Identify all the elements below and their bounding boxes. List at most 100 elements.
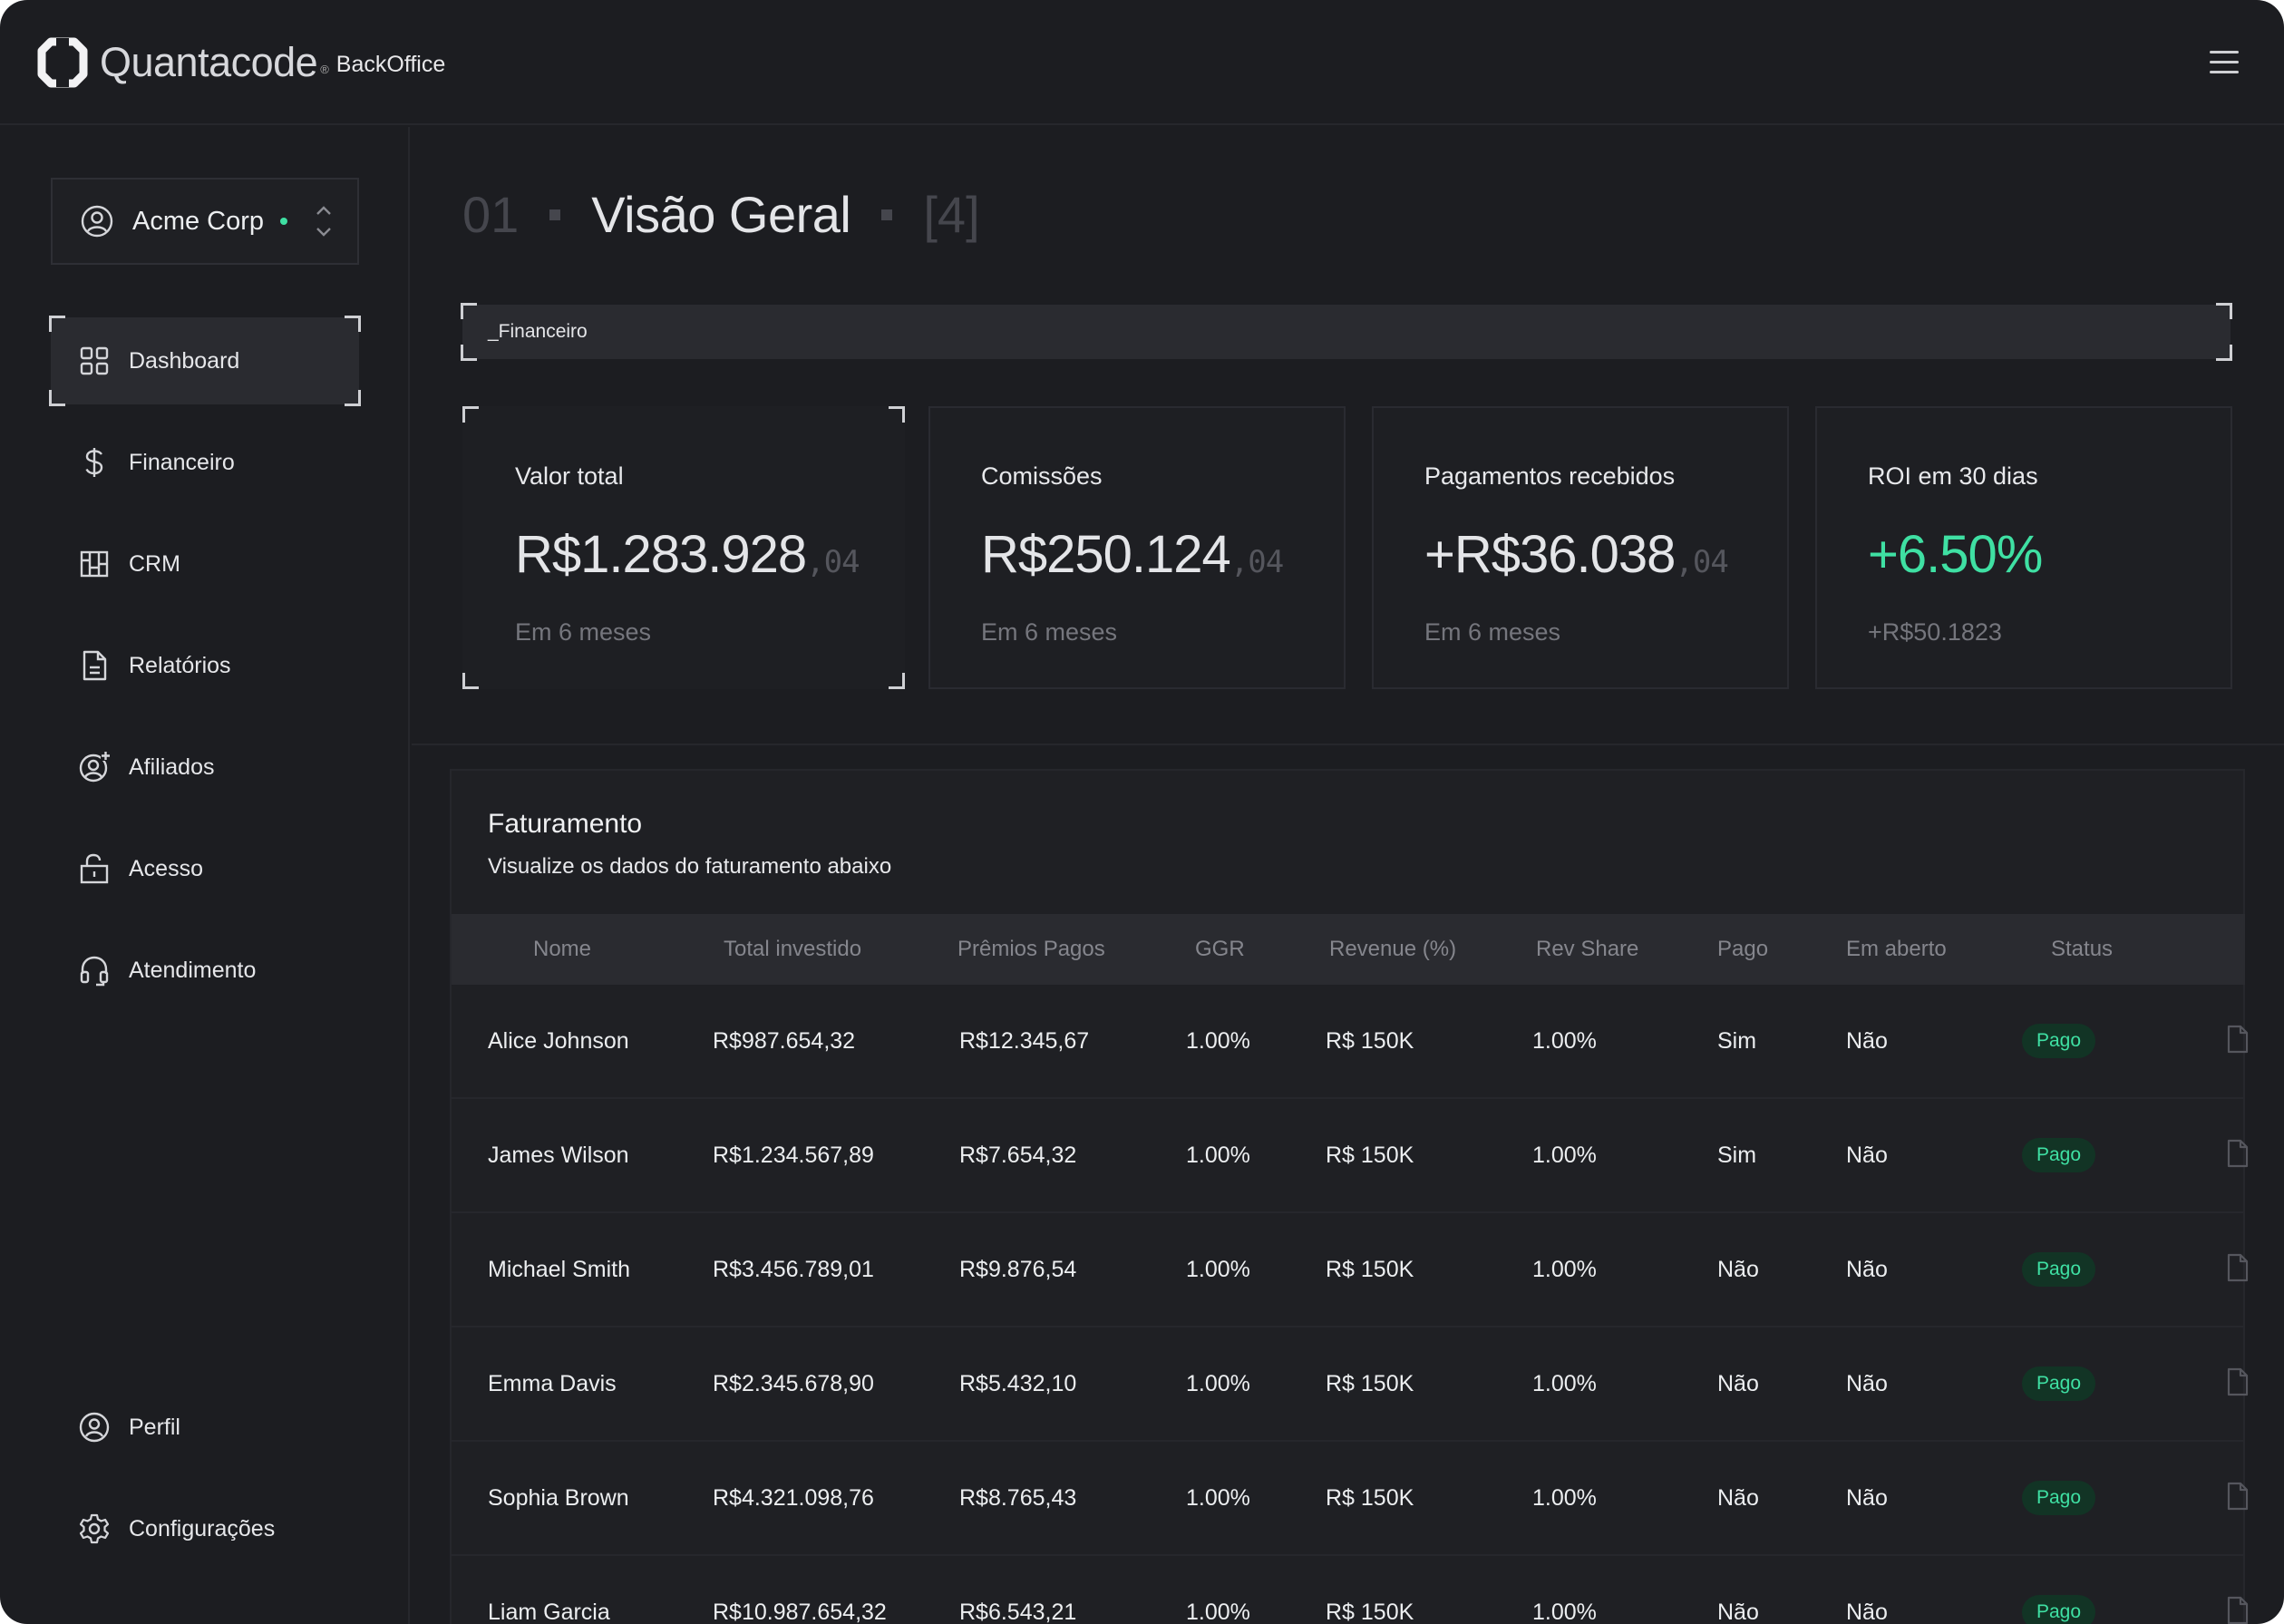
document-icon[interactable] bbox=[2227, 1253, 2249, 1282]
table-cell: 1.00% bbox=[1532, 1143, 1597, 1168]
sidebar-item-label: Relatórios bbox=[129, 652, 231, 678]
table-cell: Alice Johnson bbox=[488, 1028, 629, 1054]
column-header[interactable]: Status bbox=[2051, 937, 2114, 961]
table-cell: Sim bbox=[1717, 1028, 1757, 1054]
table-cell: R$2.345.678,90 bbox=[713, 1371, 874, 1396]
table-row[interactable]: Michael Smith R$3.456.789,01 R$9.876,54 1.0… bbox=[452, 1213, 2249, 1327]
sidebar-item-dashboard[interactable]: Dashboard bbox=[49, 316, 361, 406]
column-header[interactable]: Total investido bbox=[724, 937, 862, 961]
kpi-label: Pagamentos recebidos bbox=[1424, 462, 1676, 490]
sidebar-item-label: CRM bbox=[129, 550, 180, 577]
kpi-card-pagamentos-recebidos[interactable]: Pagamentos recebidos +R$36.038,04 Em 6 m… bbox=[1372, 406, 1789, 689]
table-cell: 1.00% bbox=[1532, 1600, 1597, 1624]
kpi-subtitle: +R$50.1823 bbox=[1868, 618, 2002, 646]
table-cell: R$12.345,67 bbox=[959, 1028, 1090, 1054]
sidebar-item-perfil[interactable]: Perfil bbox=[51, 1384, 359, 1471]
kpi-cents: ,04 bbox=[1675, 544, 1728, 580]
column-header[interactable]: Em aberto bbox=[1846, 937, 1947, 961]
sidebar-item-label: Afiliados bbox=[129, 754, 215, 780]
sidebar-item-relatorios[interactable]: Relatórios bbox=[51, 622, 359, 709]
table-header: Nome Total investido Prêmios Pagos GGR R… bbox=[452, 914, 2245, 985]
document-icon[interactable] bbox=[2227, 1139, 2249, 1168]
table-cell: Sim bbox=[1717, 1143, 1757, 1168]
column-header[interactable]: Nome bbox=[533, 937, 592, 961]
document-icon[interactable] bbox=[2227, 1596, 2249, 1624]
kpi-card-valor-total[interactable]: Valor total R$1.283.928,04 Em 6 meses bbox=[462, 406, 905, 689]
brand-name: Quantacode bbox=[100, 39, 318, 85]
column-header[interactable]: Pago bbox=[1717, 937, 1769, 961]
page-heading: 01 Visão Geral [4] bbox=[462, 185, 980, 244]
table-cell: Não bbox=[1846, 1143, 1888, 1168]
table-row[interactable]: Emma Davis R$2.345.678,90 R$5.432,10 1.00% R… bbox=[452, 1327, 2249, 1442]
kpi-card-roi[interactable]: ROI em 30 dias +6.50% +R$50.1823 bbox=[1815, 406, 2232, 689]
panel-subtitle: Visualize os dados do faturamento abaixo bbox=[488, 854, 892, 879]
divider bbox=[412, 744, 2284, 745]
product-name: BackOffice bbox=[335, 52, 446, 77]
sidebar: Acme Corp Dashboard bbox=[0, 127, 410, 1624]
sidebar-item-label: Configurações bbox=[129, 1515, 276, 1541]
table-cell: Não bbox=[1846, 1485, 1888, 1511]
online-status-dot bbox=[280, 218, 288, 225]
sidebar-item-atendimento[interactable]: Atendimento bbox=[51, 927, 359, 1014]
table-cell: R$ 150K bbox=[1326, 1371, 1414, 1396]
table-row[interactable]: Liam Garcia R$10.987.654,32 R$6.543,21 1.00… bbox=[452, 1556, 2249, 1624]
separator bbox=[549, 209, 561, 220]
hamburger-menu-icon[interactable] bbox=[2210, 51, 2239, 74]
status-badge: Pago bbox=[2022, 1366, 2096, 1401]
sidebar-item-acesso[interactable]: Acesso bbox=[51, 825, 359, 912]
table-cell: 1.00% bbox=[1186, 1485, 1250, 1511]
table-row[interactable]: Sophia Brown R$4.321.098,76 R$8.765,43 1.00… bbox=[452, 1442, 2249, 1556]
quantacode-logo-icon bbox=[37, 37, 88, 88]
page-count: [4] bbox=[923, 186, 980, 243]
kpi-value: R$250.124,04 bbox=[981, 525, 1284, 584]
table-cell: R$9.876,54 bbox=[959, 1257, 1077, 1282]
table-cell: 1.00% bbox=[1186, 1600, 1250, 1624]
sidebar-item-afiliados[interactable]: Afiliados bbox=[51, 724, 359, 811]
table-cell: R$8.765,43 bbox=[959, 1485, 1077, 1511]
table-cell: Não bbox=[1846, 1257, 1888, 1282]
sidebar-item-configuracoes[interactable]: Configurações bbox=[51, 1485, 359, 1572]
document-icon[interactable] bbox=[2227, 1367, 2249, 1396]
table-cell: Não bbox=[1846, 1600, 1888, 1624]
status-badge: Pago bbox=[2022, 1595, 2096, 1624]
document-icon[interactable] bbox=[2227, 1025, 2249, 1054]
table-row[interactable]: Alice Johnson R$987.654,32 R$12.345,67 1.00… bbox=[452, 985, 2249, 1099]
sidebar-item-label: Dashboard bbox=[129, 347, 240, 374]
table-cell: Não bbox=[1846, 1028, 1888, 1054]
document-icon[interactable] bbox=[2227, 1482, 2249, 1511]
table-cell: R$ 150K bbox=[1326, 1485, 1414, 1511]
brand-logo[interactable]: Quantacode ® BackOffice bbox=[36, 36, 445, 89]
billing-panel: Faturamento Visualize os dados do fatura… bbox=[450, 769, 2249, 1624]
kpi-card-comissoes[interactable]: Comissões R$250.124,04 Em 6 meses bbox=[928, 406, 1346, 689]
gear-icon bbox=[79, 1513, 110, 1544]
sidebar-item-financeiro[interactable]: Financeiro bbox=[51, 419, 359, 506]
sidebar-item-label: Perfil bbox=[129, 1414, 180, 1440]
kpi-label: ROI em 30 dias bbox=[1868, 462, 2038, 490]
table-cell: 1.00% bbox=[1532, 1485, 1597, 1511]
kpi-value: +R$36.038,04 bbox=[1424, 525, 1729, 584]
sidebar-item-label: Financeiro bbox=[129, 449, 235, 475]
kanban-icon bbox=[80, 550, 109, 578]
table-cell: Liam Garcia bbox=[488, 1600, 610, 1624]
grid-icon bbox=[80, 346, 109, 375]
dollar-sign-icon bbox=[85, 448, 103, 477]
table-cell: R$ 150K bbox=[1326, 1143, 1414, 1168]
column-header[interactable]: Rev Share bbox=[1536, 937, 1639, 961]
kpi-value: R$1.283.928,04 bbox=[515, 525, 860, 584]
kpi-subtitle: Em 6 meses bbox=[1424, 618, 1561, 646]
kpi-value: +6.50% bbox=[1868, 525, 2043, 584]
chevron-up-down-icon bbox=[316, 206, 331, 237]
column-header[interactable]: GGR bbox=[1195, 937, 1245, 961]
table-cell: R$ 150K bbox=[1326, 1600, 1414, 1624]
sidebar-item-crm[interactable]: CRM bbox=[51, 520, 359, 608]
column-header[interactable]: Revenue (%) bbox=[1329, 937, 1457, 961]
status-badge: Pago bbox=[2022, 1481, 2096, 1515]
table-row[interactable]: James Wilson R$1.234.567,89 R$7.654,32 1.00… bbox=[452, 1099, 2249, 1213]
organization-switcher[interactable]: Acme Corp bbox=[51, 178, 359, 265]
table-cell: R$10.987.654,32 bbox=[713, 1600, 887, 1624]
kpi-subtitle: Em 6 meses bbox=[515, 618, 652, 646]
table-cell: Não bbox=[1717, 1257, 1759, 1282]
column-header[interactable]: Prêmios Pagos bbox=[957, 937, 1105, 961]
status-badge: Pago bbox=[2022, 1024, 2096, 1058]
kpi-subtitle: Em 6 meses bbox=[981, 618, 1118, 646]
